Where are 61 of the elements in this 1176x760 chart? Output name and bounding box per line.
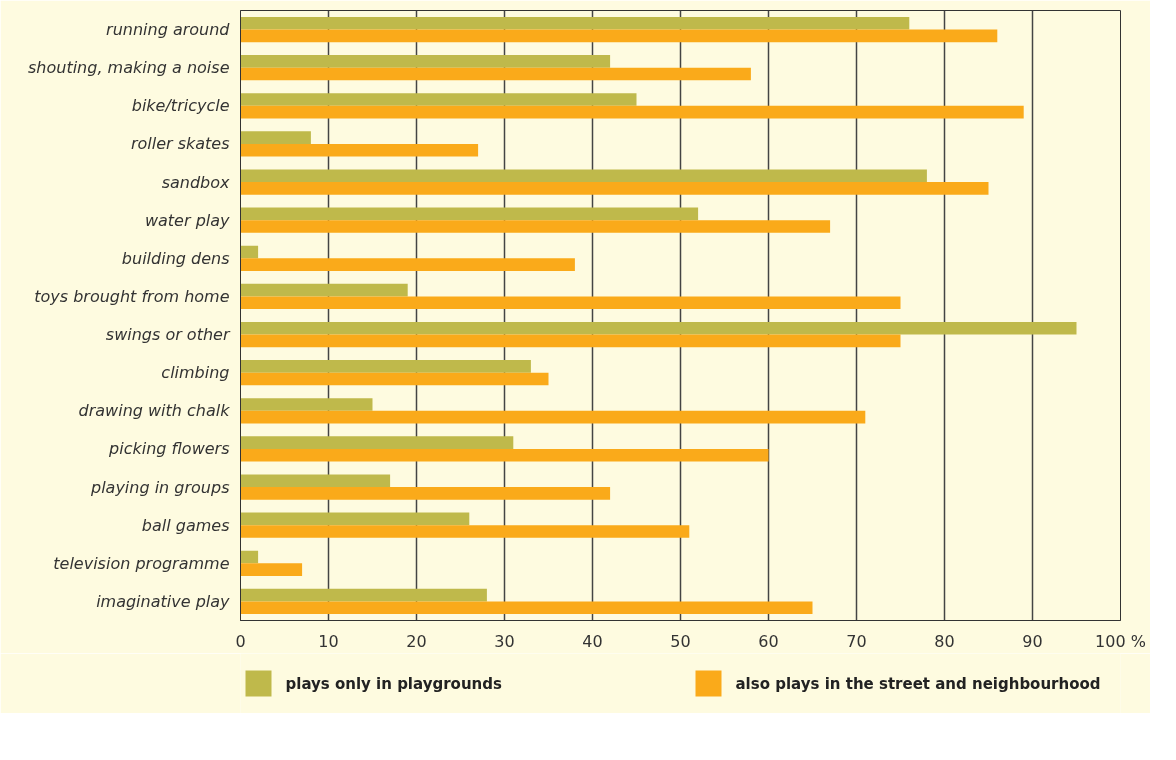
bar [240,105,1024,119]
x-tick-label: 70 [846,631,867,651]
bar [240,448,769,462]
x-tick-label: 0 [235,631,246,651]
bar [240,563,303,576]
x-tick-label: 40 [582,631,603,651]
bar [240,474,391,488]
bar [240,321,1077,335]
bar [240,182,989,195]
bar [240,360,531,373]
x-tick-label: 90 [1022,631,1043,651]
bar [240,372,549,386]
bar [240,410,866,424]
y-tick-label: water play [144,210,231,230]
bar [240,296,901,310]
legend-label: also plays in the street and neighbourhood [735,674,1101,693]
bar [240,67,751,81]
bar [240,55,611,68]
y-tick-label: imaginative play [96,591,231,611]
x-tick-label: 60 [758,631,779,651]
y-tick-label: drawing with chalk [78,401,231,421]
bar [240,258,575,271]
y-tick-label: swings or other [105,325,231,345]
y-tick-label: building dens [121,248,230,268]
bar [240,588,487,602]
bar [240,398,373,411]
legend-label: plays only in playgrounds [285,674,502,693]
bar [240,207,699,221]
bar [240,93,637,106]
bar [240,601,813,615]
bar [240,16,910,30]
bar [240,29,998,43]
bar [240,143,479,157]
x-tick-label: 100 % [1095,631,1146,651]
x-tick-label: 50 [670,631,691,651]
y-tick-label: climbing [161,363,230,383]
bar [240,220,831,233]
x-tick-label: 80 [934,631,955,651]
y-tick-label: playing in groups [89,477,230,497]
y-tick-label: ball games [141,515,230,535]
bar [240,550,259,564]
y-tick-label: television programme [53,553,230,573]
y-tick-label: sandbox [161,172,231,192]
bar [240,283,408,297]
y-tick-label: toys brought from home [34,286,230,306]
bar [240,525,690,538]
y-tick-label: bike/tricycle [131,96,230,116]
x-tick-label: 10 [318,631,339,651]
bar [240,487,611,500]
y-tick-label: picking flowers [108,439,230,459]
bar [240,169,927,183]
x-tick-label: 20 [406,631,427,651]
bar [240,334,901,348]
bar [240,131,311,144]
bar [240,436,514,449]
x-tick-label: 30 [494,631,515,651]
y-tick-label: roller skates [130,134,230,154]
bar [240,245,259,259]
y-tick-label: shouting, making a noise [27,58,230,78]
y-tick-label: running around [106,20,231,40]
bar [240,512,470,526]
